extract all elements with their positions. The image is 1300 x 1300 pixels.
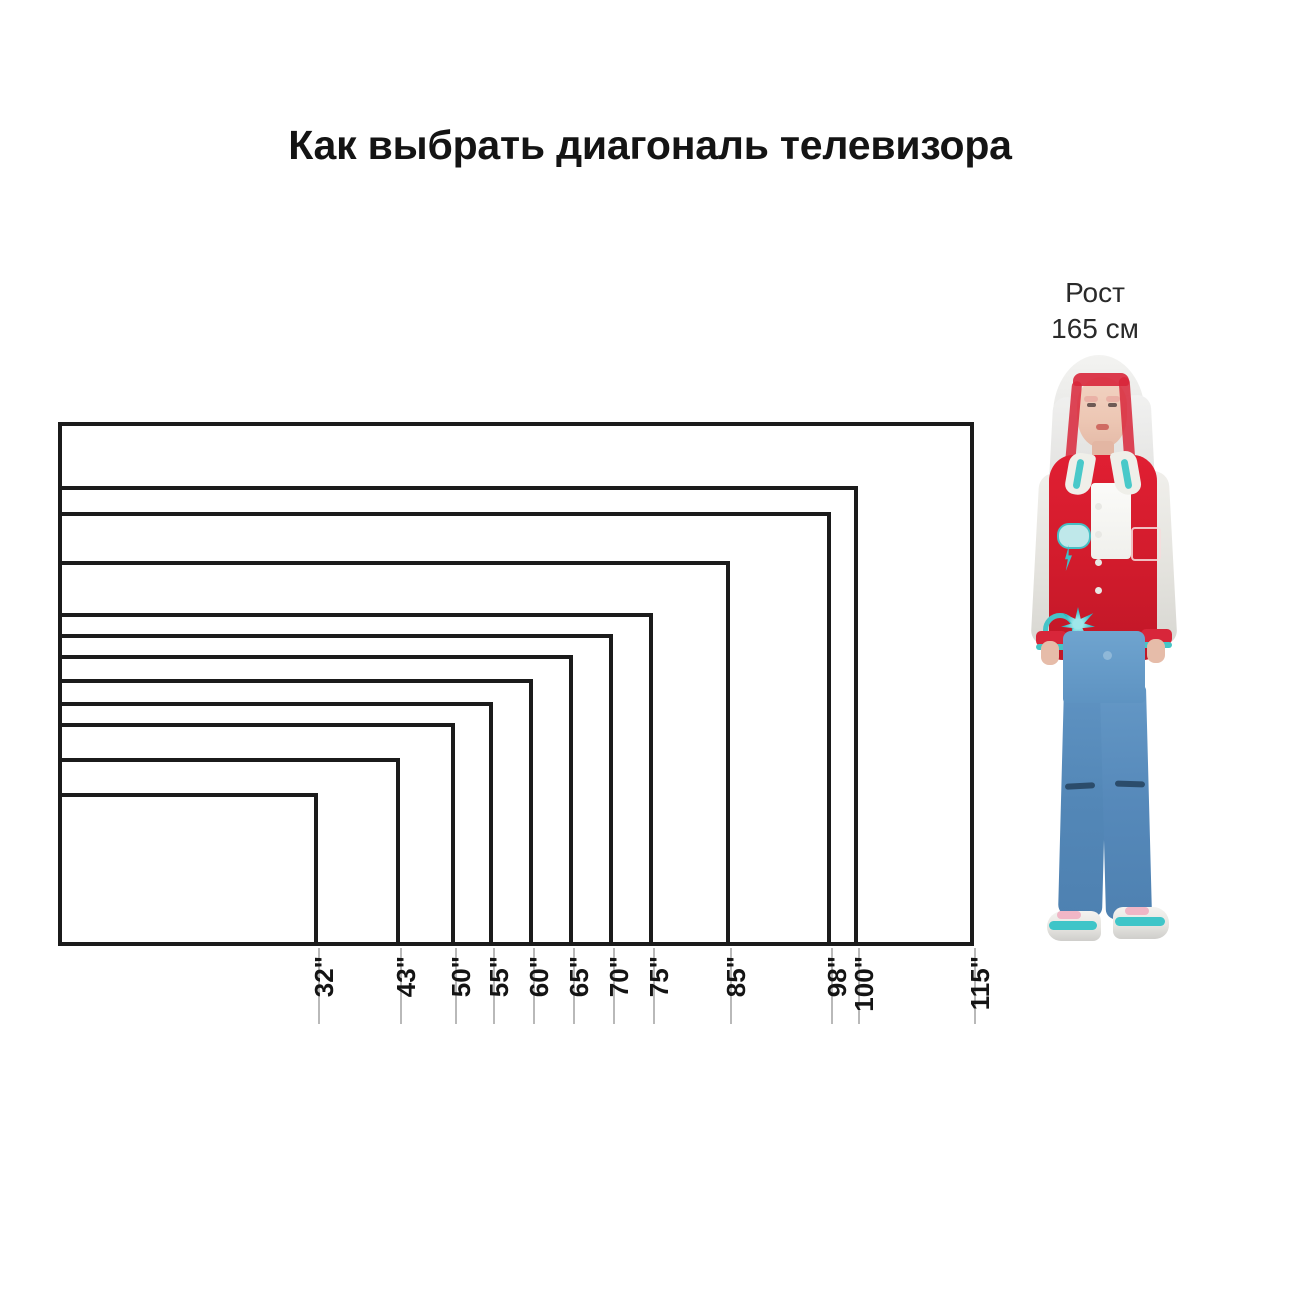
sneaker-right-pink-trim	[1125, 907, 1149, 915]
tick-line-32	[318, 948, 320, 1024]
tick-label-43: 43"	[391, 956, 421, 998]
tick-label-100: 100"	[849, 956, 879, 1012]
letter-patch-icon	[1131, 527, 1161, 561]
eye-shadow-left	[1084, 396, 1098, 402]
jeans-waist	[1063, 631, 1145, 703]
tv-rect-32in	[58, 793, 318, 946]
tick-label-55: 55"	[484, 956, 514, 998]
tick-line-98	[831, 948, 833, 1024]
lightning-bolt-patch-icon	[1065, 545, 1072, 571]
tick-line-85	[730, 948, 732, 1024]
jacket-button-3	[1095, 559, 1102, 566]
tick-line-70	[613, 948, 615, 1024]
eye-left	[1087, 403, 1096, 407]
tick-label-70: 70"	[604, 956, 634, 998]
person-reference-block: Рост 165 см	[985, 275, 1205, 965]
sneaker-left-teal-sole	[1049, 921, 1097, 930]
jacket-button-2	[1095, 531, 1102, 538]
page-title: Как выбрать диагональ телевизора	[288, 122, 1012, 168]
jeans-leg-right	[1099, 684, 1153, 920]
tick-line-100	[858, 948, 860, 1024]
jacket-button-1	[1095, 503, 1102, 510]
person-height-caption-line2: 165 см	[1051, 312, 1139, 344]
tick-label-60: 60"	[524, 956, 554, 998]
jeans-rip-right	[1114, 780, 1146, 788]
lips	[1096, 424, 1109, 430]
hand-left	[1041, 641, 1059, 665]
tick-label-50: 50"	[446, 956, 476, 998]
tick-label-75: 75"	[644, 956, 674, 998]
jacket-button-4	[1095, 587, 1102, 594]
person-height-caption: Рост 165 см	[985, 275, 1205, 347]
jeans-button	[1103, 651, 1112, 660]
sneaker-right-teal-sole	[1115, 917, 1165, 926]
tick-line-75	[653, 948, 655, 1024]
hand-right	[1147, 639, 1165, 663]
eye-shadow-right	[1106, 396, 1120, 402]
tick-line-55	[493, 948, 495, 1024]
tick-line-65	[573, 948, 575, 1024]
sneaker-left-pink-trim	[1057, 911, 1081, 919]
tick-label-32: 32"	[309, 956, 339, 998]
tick-label-85: 85"	[721, 956, 751, 998]
tick-line-43	[400, 948, 402, 1024]
hair-red-band	[1073, 373, 1129, 386]
person-figure	[991, 355, 1203, 959]
tick-line-115	[974, 948, 976, 1024]
tick-label-98: 98"	[822, 956, 852, 998]
person-height-caption-line1: Рост	[1065, 277, 1125, 308]
white-crop-top	[1091, 483, 1131, 559]
tick-line-50	[455, 948, 457, 1024]
tick-label-65: 65"	[564, 956, 594, 998]
eye-right	[1108, 403, 1117, 407]
tick-line-60	[533, 948, 535, 1024]
cloud-patch-icon	[1057, 523, 1091, 549]
